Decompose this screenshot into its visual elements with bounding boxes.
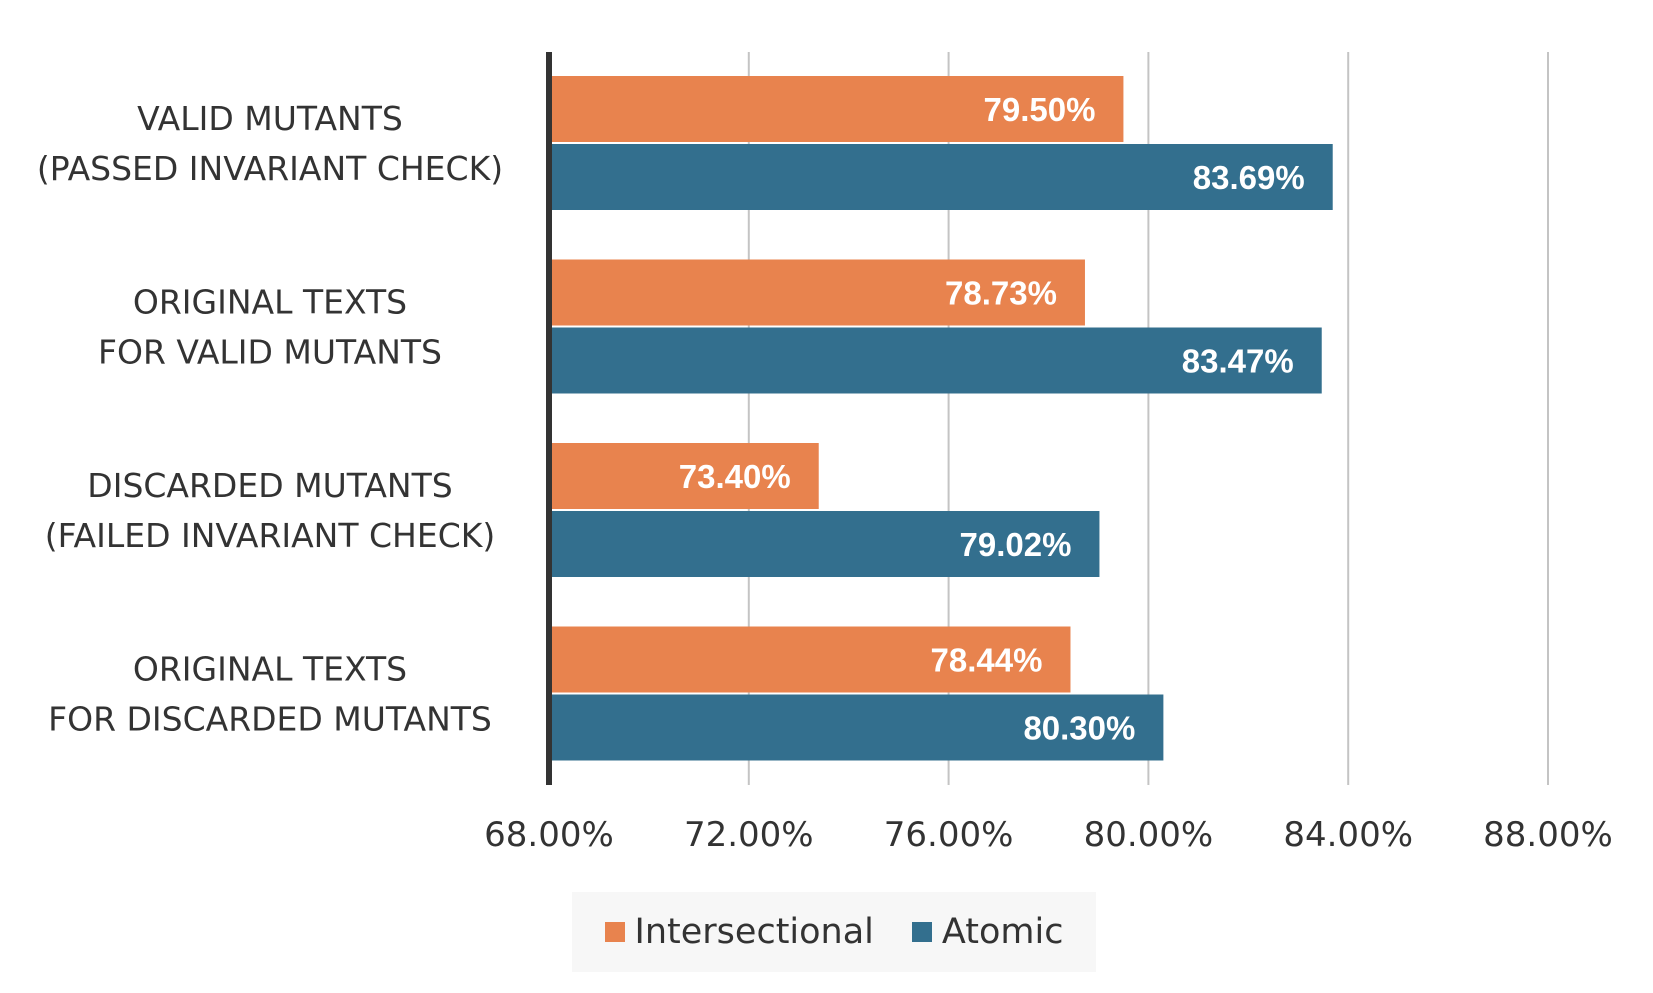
bar-atomic-2 (549, 511, 1100, 577)
bar-intersectional-2 (549, 443, 819, 509)
category-labels: VALID MUTANTS (PASSED INVARIANT CHECK) ORI… (37, 99, 503, 739)
data-label-intersectional-0: 79.50% (983, 91, 1095, 128)
legend-swatch-intersectional (604, 922, 625, 942)
bar-intersectional-1 (549, 259, 1085, 326)
bar-atomic-3 (549, 694, 1164, 761)
legend-item-intersectional[interactable]: Intersectional (604, 912, 874, 952)
bar-atomic-1 (549, 327, 1322, 394)
x-tick-label: 88.00% (1483, 815, 1613, 855)
category-label-0: VALID MUTANTS (PASSED INVARIANT CHECK) (37, 99, 503, 188)
x-tick-label: 68.00% (484, 815, 614, 855)
data-label-atomic-2: 79.02% (960, 526, 1072, 563)
bars (549, 76, 1333, 761)
legend-swatch-atomic (911, 922, 932, 942)
data-label-atomic-0: 83.69% (1193, 159, 1305, 196)
bar-intersectional-3 (549, 626, 1071, 693)
bar-atomic-0 (549, 144, 1333, 210)
data-label-intersectional-3: 78.44% (931, 642, 1043, 679)
data-label-atomic-3: 80.30% (1023, 710, 1135, 747)
x-tick-label: 76.00% (884, 815, 1014, 855)
legend-label-intersectional: Intersectional (634, 912, 874, 952)
category-label-3: ORIGINAL TEXTS FOR DISCARDED MUTANTS (48, 650, 492, 739)
x-tick-label: 72.00% (684, 815, 814, 855)
bar-labels: 79.50% 83.69% 78.73% 83.47% 73.40% 79.02% 78.4… (679, 91, 1305, 747)
legend-label-atomic: Atomic (941, 912, 1064, 952)
x-tick-labels: 68.00% 72.00% 76.00% 80.00% 84.00% 88.00% (484, 815, 1613, 855)
data-label-atomic-1: 83.47% (1182, 343, 1294, 380)
bar-intersectional-0 (549, 76, 1124, 142)
legend: Intersectional Atomic (572, 892, 1096, 972)
data-label-intersectional-2: 73.40% (679, 458, 791, 495)
data-label-intersectional-1: 78.73% (945, 275, 1057, 312)
legend-item-atomic[interactable]: Atomic (911, 912, 1064, 952)
x-tick-label: 84.00% (1283, 815, 1413, 855)
category-label-1: ORIGINAL TEXTS FOR VALID MUTANTS (98, 283, 442, 372)
category-label-2: DISCARDED MUTANTS (FAILED INVARIANT CHECK… (45, 466, 496, 555)
x-tick-label: 80.00% (1084, 815, 1214, 855)
